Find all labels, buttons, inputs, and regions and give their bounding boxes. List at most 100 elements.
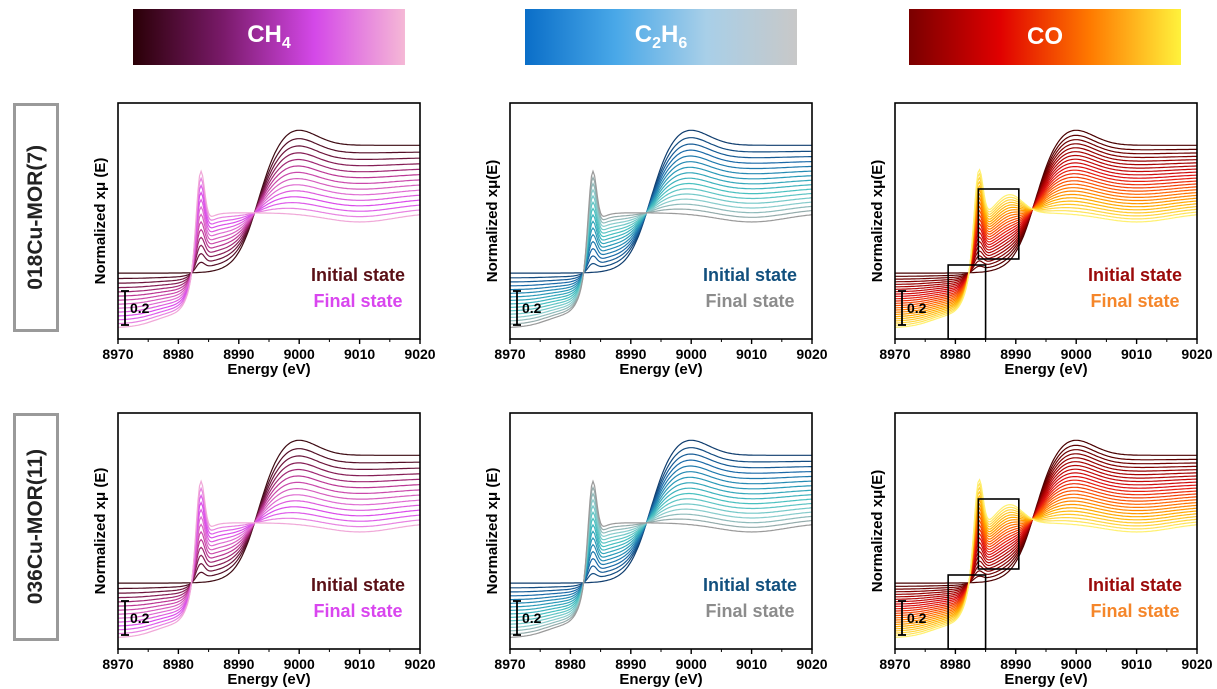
spectrum-curve xyxy=(510,182,812,308)
highlight-box-shoulder xyxy=(977,188,1020,260)
panel-0-1: 8970 8980 8990 9000 9010 9020 Energy (eV) Norma… xyxy=(484,102,828,378)
spectrum-curve xyxy=(895,497,1197,621)
legend-initial: Initial state xyxy=(1088,575,1182,595)
spectrum-curve xyxy=(118,500,420,623)
scale-bar-label: 0.2 xyxy=(130,610,150,626)
spectrum-curve xyxy=(895,478,1197,638)
spectrum-curve xyxy=(510,172,812,301)
spectrum-curve xyxy=(895,444,1197,587)
header-c2h6-label: C2H6 xyxy=(634,21,688,52)
spectrum-curve xyxy=(118,183,420,321)
spectrum-curve xyxy=(118,190,420,313)
legend-initial: Initial state xyxy=(311,265,405,285)
spectrum-curve xyxy=(895,483,1197,612)
spectrum-curve xyxy=(895,147,1197,285)
spectrum-curve xyxy=(895,502,1197,625)
spectrum-curve xyxy=(895,439,1197,584)
x-axis-label: Energy (eV) xyxy=(1004,361,1087,378)
spectrum-curve xyxy=(895,173,1197,302)
spectrum-curve xyxy=(895,129,1197,274)
x-tick-label: 9000 xyxy=(1061,656,1092,672)
spectrum-curve xyxy=(895,493,1197,619)
spectrum-curve xyxy=(118,468,420,603)
spectrum-curve xyxy=(895,180,1197,307)
spectrum-curve xyxy=(118,448,420,590)
spectrum-curve xyxy=(118,184,420,309)
spectrum-curve xyxy=(895,162,1197,295)
legend-initial: Initial state xyxy=(703,265,797,285)
spectrum-curve xyxy=(895,151,1197,288)
spectrum-curve xyxy=(895,449,1197,590)
spectrum-curve xyxy=(895,490,1197,632)
spectrum-curve xyxy=(895,188,1197,318)
spectrum-curve xyxy=(510,177,812,305)
spectrum-curve xyxy=(895,172,1197,326)
curves xyxy=(510,439,812,638)
legend-final: Final state xyxy=(705,291,794,311)
x-tick-label: 8990 xyxy=(223,656,254,672)
legend-final: Final state xyxy=(705,601,794,621)
x-tick-label: 8970 xyxy=(879,346,910,362)
x-tick-label: 9020 xyxy=(796,346,827,362)
spectrum-curve xyxy=(118,486,420,635)
spectrum-curve xyxy=(895,486,1197,614)
y-axis-label: Normalized xμ(E) xyxy=(484,160,501,283)
x-tick-label: 8970 xyxy=(102,656,133,672)
x-tick-label: 8980 xyxy=(555,656,586,672)
x-tick-label: 9020 xyxy=(404,346,435,362)
scale-bar-label: 0.2 xyxy=(522,300,542,316)
panel-0-0: 8970 8980 8990 9000 9010 9020 Energy (eV) Norma… xyxy=(92,102,436,378)
spectrum-curve xyxy=(510,149,812,287)
legend-final: Final state xyxy=(1090,291,1179,311)
spectrum-curve xyxy=(510,453,812,593)
x-tick-label: 9020 xyxy=(796,656,827,672)
legend-final: Final state xyxy=(313,291,402,311)
x-tick-label: 8970 xyxy=(494,346,525,362)
panel-1-2: 8970 8980 8990 9000 9010 9020 Energy (eV) Norma… xyxy=(869,412,1213,688)
spectrum-curve xyxy=(895,457,1197,595)
spectrum-curve xyxy=(895,494,1197,630)
spectrum-curve xyxy=(895,453,1197,593)
spectrum-curve xyxy=(510,459,812,597)
scale-bar-label: 0.2 xyxy=(907,300,927,316)
spectrum-curve xyxy=(510,166,812,298)
x-tick-label: 9000 xyxy=(284,656,315,672)
curves xyxy=(510,129,812,328)
highlight-box-edge xyxy=(947,574,987,650)
spectrum-curve xyxy=(895,486,1197,634)
x-tick-label: 8980 xyxy=(940,656,971,672)
spectrum-curve xyxy=(510,193,812,315)
row-label-036: 036Cu-MOR(11) xyxy=(13,413,59,641)
spectrum-curve xyxy=(510,498,812,629)
spectrum-curve xyxy=(895,472,1197,605)
spectrum-curve xyxy=(510,491,812,632)
spectrum-curve xyxy=(118,169,420,328)
spectrum-curve xyxy=(118,152,420,289)
curves xyxy=(895,129,1197,328)
spectrum-curve xyxy=(118,500,420,627)
x-tick-label: 8990 xyxy=(1000,656,1031,672)
spectrum-curve xyxy=(895,490,1197,617)
spectrum-curve xyxy=(895,176,1197,304)
spectrum-curve xyxy=(895,166,1197,297)
spectrum-curve xyxy=(895,176,1197,324)
spectrum-curve xyxy=(510,447,812,589)
spectrum-curve xyxy=(118,494,420,619)
spectrum-curve xyxy=(510,485,812,635)
spectrum-curve xyxy=(895,461,1197,598)
x-tick-label: 9020 xyxy=(1181,656,1212,672)
spectrum-curve xyxy=(118,475,420,607)
spectrum-curve xyxy=(510,487,812,615)
header-c2h6: C2H6 xyxy=(525,9,797,65)
panel-1-0: 8970 8980 8990 9000 9010 9020 Energy (eV) Norma… xyxy=(92,412,436,688)
legend-initial: Initial state xyxy=(703,575,797,595)
spectrum-curve xyxy=(118,158,420,293)
spectrum-curve xyxy=(510,188,812,319)
header-ch4-label: CH4 xyxy=(247,21,291,52)
y-axis-label: Normalized xμ (E) xyxy=(92,468,109,595)
scale-bar-label: 0.2 xyxy=(907,610,927,626)
spectrum-curve xyxy=(895,158,1197,293)
x-tick-label: 8990 xyxy=(223,346,254,362)
spectrum-curve xyxy=(118,171,420,301)
spectrum-curve xyxy=(118,165,420,297)
